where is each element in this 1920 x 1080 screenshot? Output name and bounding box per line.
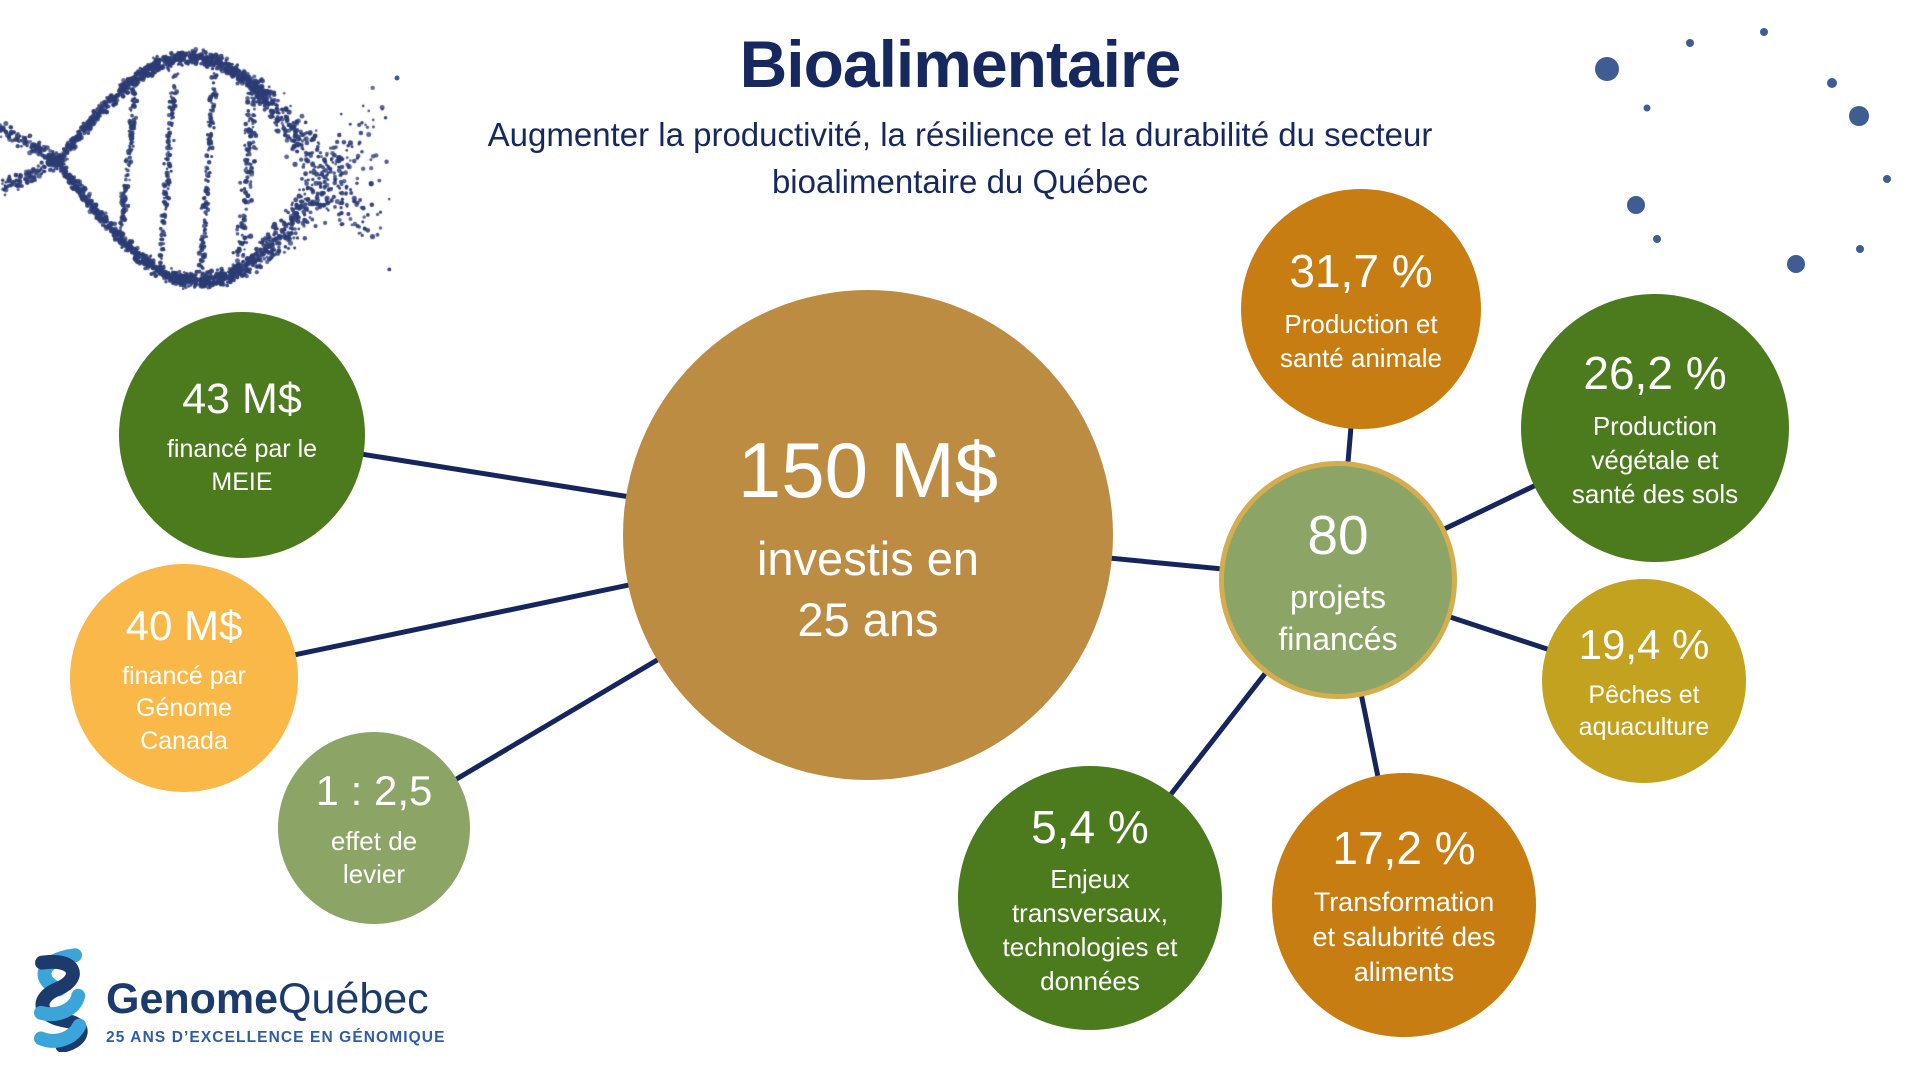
genome-quebec-logo-mark-icon: [34, 948, 88, 1052]
decor-dot: [1643, 104, 1651, 112]
bubble-value: 80: [1307, 503, 1369, 566]
bubble-enjeux-transversaux: 5,4 % Enjeux transversaux, technologies et d…: [958, 766, 1222, 1030]
bubble-150-m-investis: 150 M$ investis en 25 ans: [623, 290, 1113, 780]
bubble-value: 43 M$: [182, 374, 302, 423]
bubble-value: 26,2 %: [1583, 347, 1727, 400]
bubble-value: 150 M$: [737, 426, 999, 515]
logo-word-genome: Genome: [106, 975, 279, 1023]
logo-wordmark: GenomeQuébec: [106, 975, 446, 1023]
bubble-production-vegetale: 26,2 % Production végétale et santé des sol…: [1521, 294, 1789, 562]
bubble-label: projets financés: [1278, 579, 1398, 657]
decor-dot: [1627, 196, 1645, 214]
bubble-label: effet de levier: [330, 825, 418, 890]
logo-word-quebec: Québec: [278, 975, 429, 1023]
decor-dot: [1760, 28, 1768, 36]
bubble-label: financé par le MEIE: [166, 435, 318, 496]
bubble-value: 31,7 %: [1289, 245, 1433, 298]
page-title: Bioalimentaire: [739, 27, 1182, 101]
bubble-80-projets: 80 projets financés: [1219, 461, 1457, 699]
logo-tagline: 25 ANS D’EXCELLENCE EN GÉNOMIQUE: [106, 1029, 446, 1047]
subtitle-line-1: Augmenter la productivité, la résilience…: [487, 116, 1433, 153]
page-subtitle: Augmenter la productivité, la résilience…: [0, 112, 1920, 206]
dna-helix-graphic: [0, 10, 400, 310]
bubble-label: Production végétale et santé des sols: [1571, 411, 1739, 509]
bubble-label: Enjeux transversaux, technologies et donnée…: [1002, 864, 1178, 996]
bubble-value: 17,2 %: [1332, 822, 1476, 875]
bubble-label: Pêches et aquaculture: [1578, 680, 1710, 742]
decor-dot: [1686, 39, 1694, 47]
genome-quebec-logo: GenomeQuébec 25 ANS D’EXCELLENCE EN GÉNO…: [26, 948, 446, 1052]
decor-dot: [1595, 57, 1619, 81]
decor-dot: [1849, 106, 1869, 126]
bubble-label: investis en 25 ans: [756, 531, 980, 646]
decor-dot: [1883, 175, 1891, 183]
bubble-value: 40 M$: [125, 601, 243, 649]
subtitle-line-2: bioalimentaire du Québec: [771, 162, 1149, 200]
bubble-43-m-meie: 43 M$ financé par le MEIE: [119, 312, 365, 558]
bubble-effet-de-levier: 1 : 2,5 effet de levier: [278, 732, 470, 924]
bubble-label: Transformation et salubrité des aliments: [1312, 887, 1496, 988]
decor-dot: [1653, 235, 1661, 243]
header: Bioalimentaire Augmenter la productivité…: [0, 0, 1920, 206]
bubble-value: 1 : 2,5: [315, 766, 433, 814]
bubble-production-sante-animale: 31,7 % Production et santé animale: [1241, 189, 1481, 429]
bubble-40-m-genome-canada: 40 M$ financé par Génome Canada: [70, 564, 298, 792]
decor-dot: [394, 75, 400, 81]
bubble-peches-aquaculture: 19,4 % Pêches et aquaculture: [1542, 579, 1746, 783]
bubble-value: 5,4 %: [1031, 800, 1149, 853]
bubble-label: Production et santé animale: [1280, 309, 1442, 373]
bubble-transformation-salubrite: 17,2 % Transformation et salubrité des alim…: [1272, 773, 1536, 1037]
decor-dot: [1787, 255, 1805, 273]
decor-dot: [1856, 245, 1864, 253]
logo-text: GenomeQuébec 25 ANS D’EXCELLENCE EN GÉNO…: [106, 948, 446, 1047]
decor-dot: [1827, 78, 1837, 88]
bubble-label: financé par Génome Canada: [122, 661, 246, 755]
bubble-value: 19,4 %: [1578, 621, 1710, 669]
